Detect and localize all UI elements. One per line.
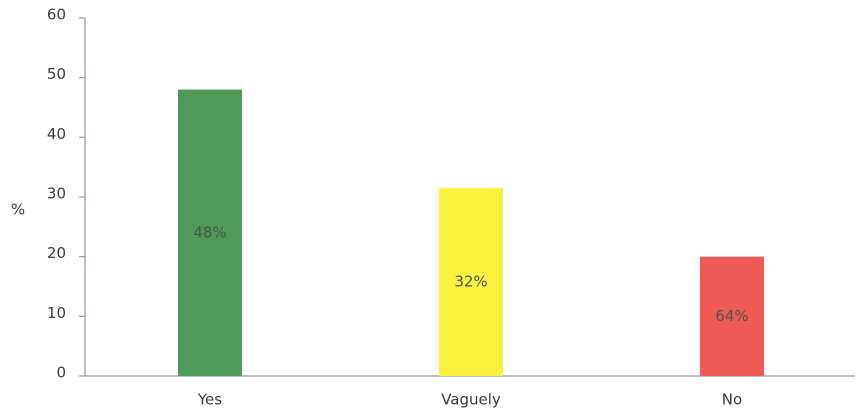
y-tick-label: 40 [47, 125, 66, 143]
y-axis-label: % [11, 201, 25, 219]
bar-annotation: 32% [454, 273, 487, 291]
y-tick-label: 10 [47, 304, 66, 322]
bar [178, 89, 242, 376]
bar [439, 188, 503, 376]
bar-annotation: 64% [715, 307, 748, 325]
x-tick-label: Yes [197, 391, 222, 409]
y-tick-label: 60 [47, 6, 66, 24]
y-tick-label: 0 [56, 364, 66, 382]
bar-annotation: 48% [193, 223, 226, 241]
y-tick-label: 50 [47, 65, 66, 83]
x-tick-label: No [722, 391, 742, 409]
y-tick-label: 20 [47, 244, 66, 262]
x-tick-label: Vaguely [441, 391, 501, 409]
y-tick-label: 30 [47, 185, 66, 203]
bar [700, 256, 764, 376]
